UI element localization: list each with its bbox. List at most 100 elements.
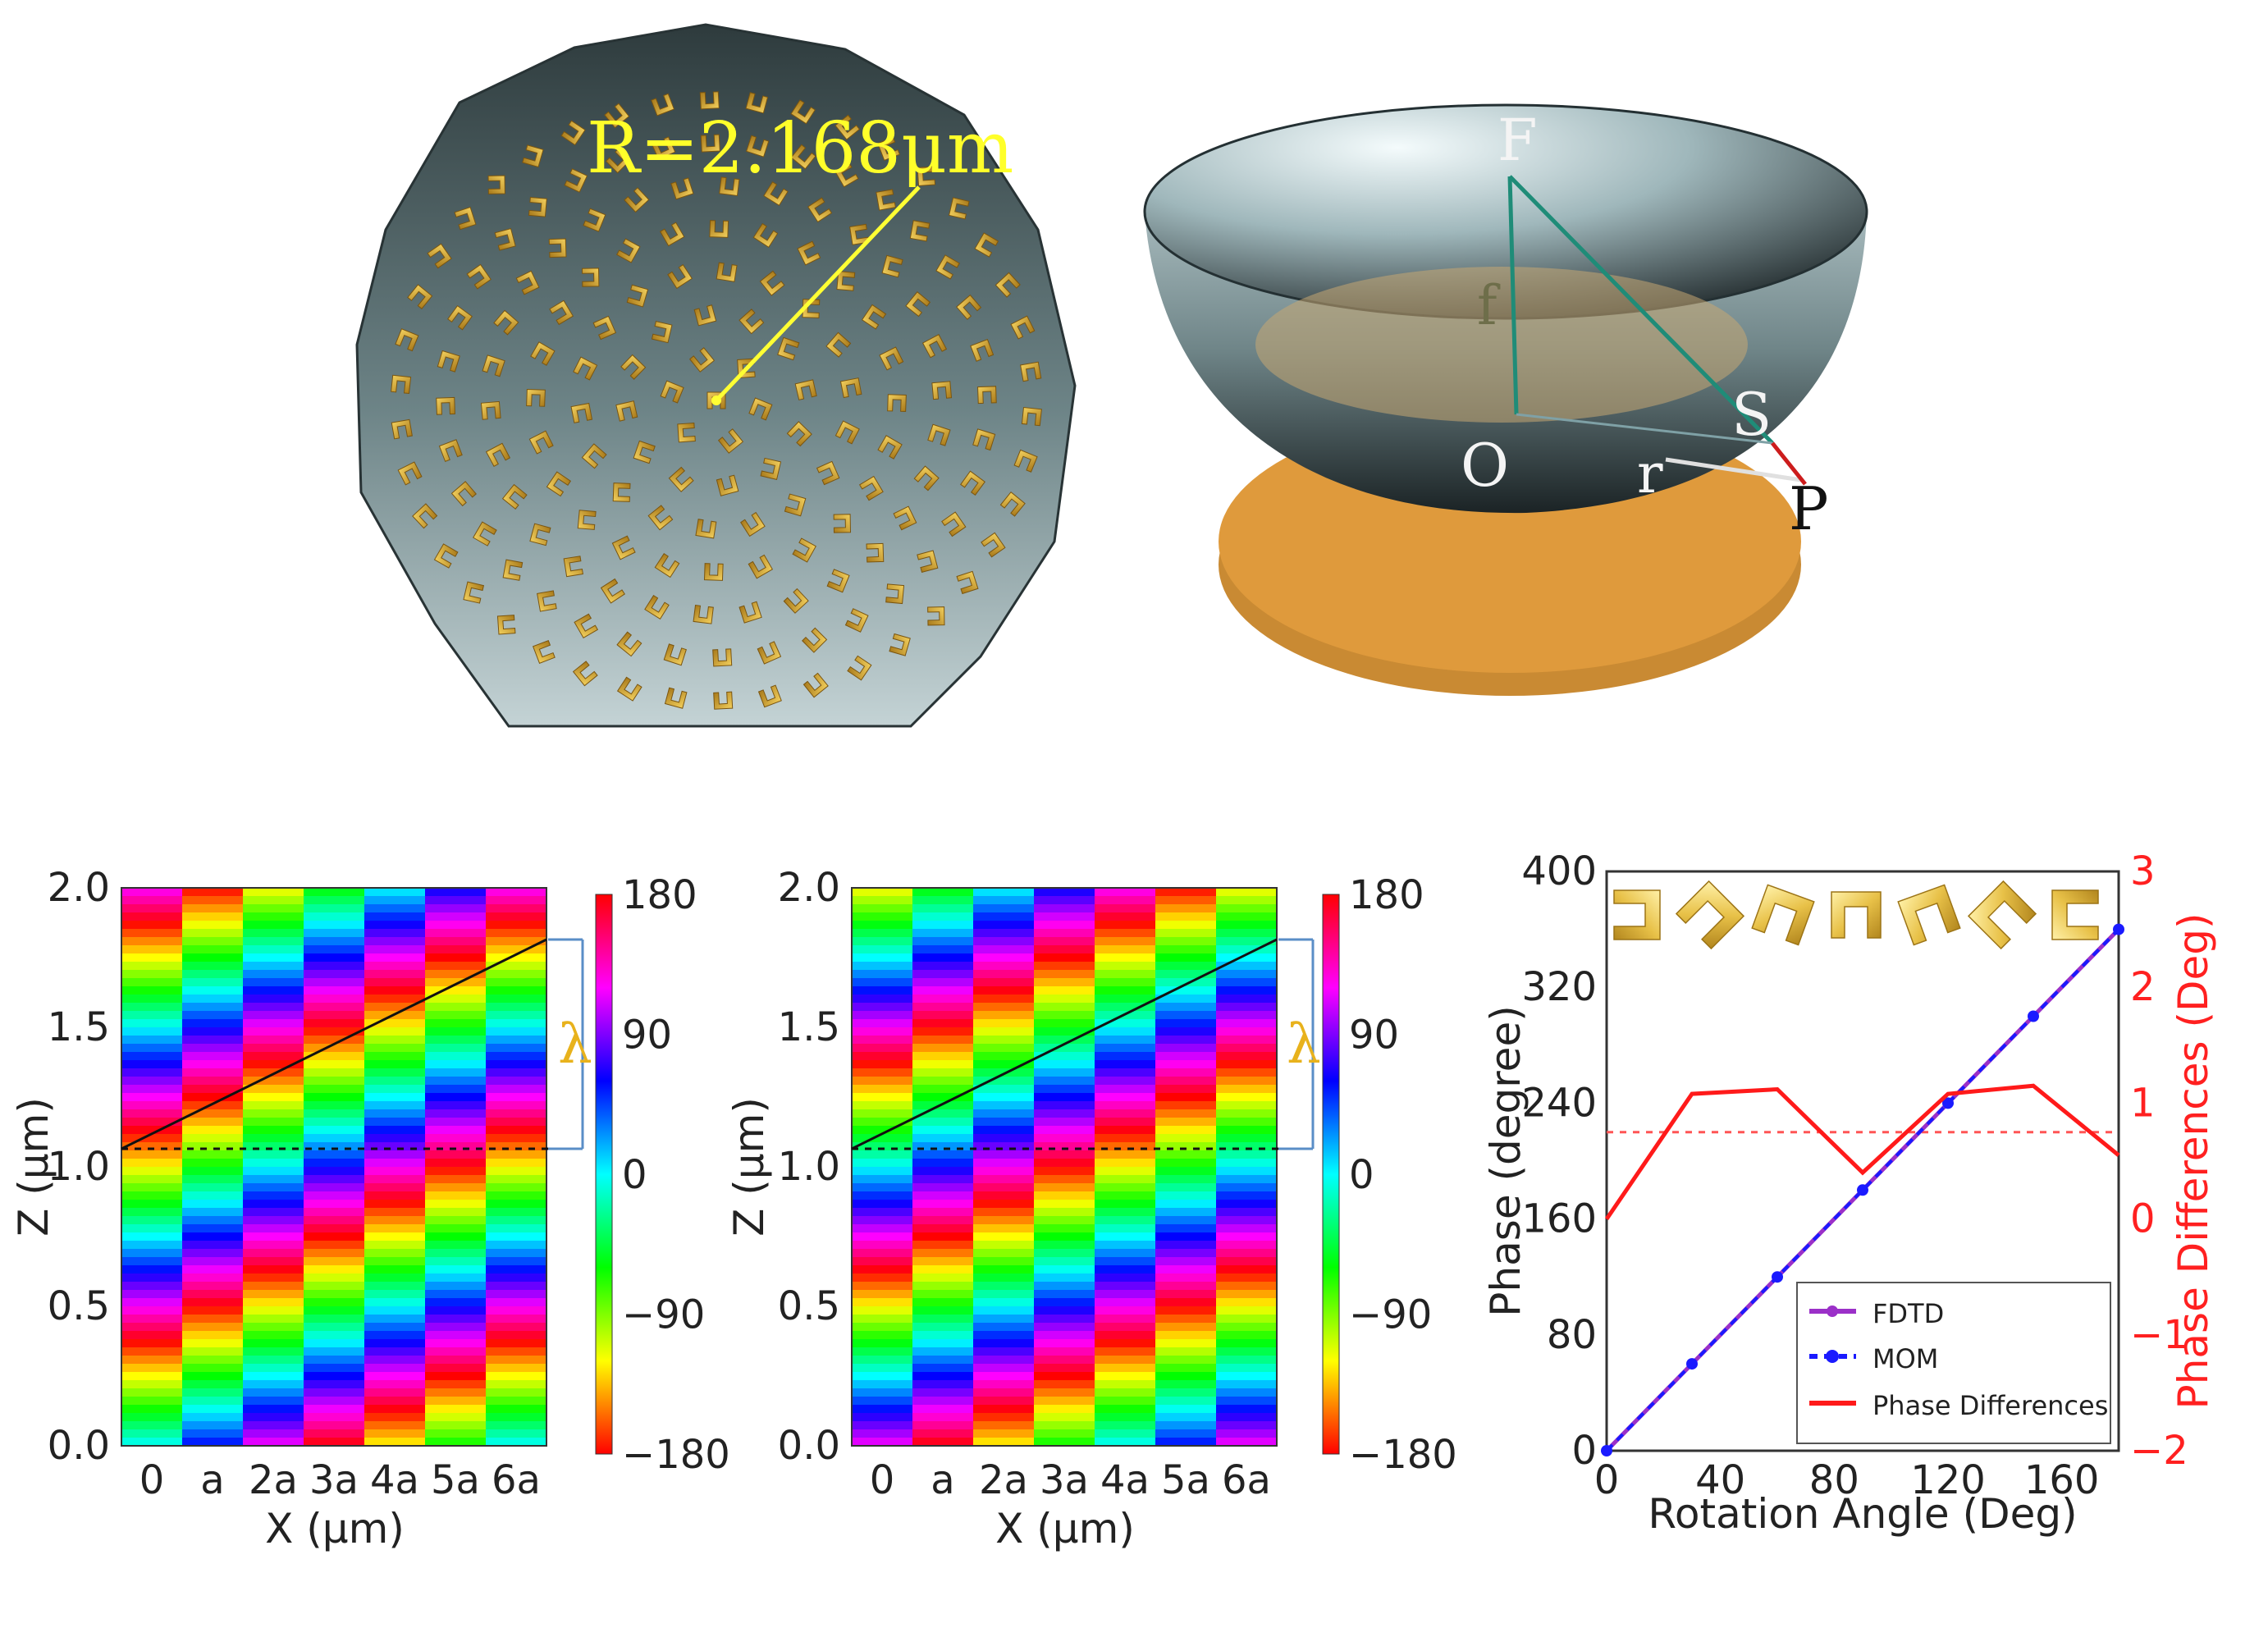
nano-antenna xyxy=(615,400,638,422)
phase-cell xyxy=(121,1060,183,1069)
phase-cell xyxy=(1095,1101,1156,1110)
nano-antenna xyxy=(647,505,674,531)
phase-cell xyxy=(1155,1397,1217,1406)
phase-cell xyxy=(1216,1315,1278,1324)
phase-cell xyxy=(1034,1003,1095,1012)
y2-tick-label: −2 xyxy=(2130,1428,2188,1474)
phase-cell xyxy=(243,1044,304,1053)
nano-antenna xyxy=(670,177,694,200)
phase-cell xyxy=(912,1208,974,1217)
phase-cell xyxy=(304,1068,365,1077)
nano-antenna xyxy=(522,144,544,168)
phase-cell xyxy=(486,1429,547,1438)
phase-cell xyxy=(182,1142,244,1151)
phase-cell xyxy=(973,1249,1035,1258)
phase-cell xyxy=(243,1101,304,1110)
phase-cell xyxy=(243,1429,304,1438)
phase-cell xyxy=(1216,1101,1278,1110)
radius-label: R=2.168μm xyxy=(587,107,1013,190)
phase-cell xyxy=(1216,1060,1278,1069)
phase-cell xyxy=(1155,1003,1217,1012)
phase-cell xyxy=(182,995,244,1004)
nano-antenna xyxy=(738,309,765,335)
phase-cell xyxy=(182,1241,244,1250)
phase-cell xyxy=(486,1257,547,1266)
phase-cell xyxy=(304,986,365,995)
phase-cell xyxy=(121,970,183,979)
phase-cell xyxy=(304,937,365,946)
phase-cell xyxy=(1216,1019,1278,1028)
phase-cell xyxy=(486,1052,547,1061)
phase-cell xyxy=(1216,1077,1278,1086)
phase-cell xyxy=(425,1298,487,1307)
phase-cell xyxy=(486,1364,547,1373)
phase-cell xyxy=(182,1011,244,1020)
phase-map-middle: λ 0.00.51.01.52.0 0 a 2a 3a 4a 5a 6a X (μm) Z … xyxy=(725,865,1457,1552)
phase-cell xyxy=(912,912,974,921)
y-tick-labels: 0 80 160 240 320 400 xyxy=(1521,848,1597,1474)
phase-cell xyxy=(425,1265,487,1274)
phase-cell xyxy=(486,1372,547,1381)
phase-cell xyxy=(121,904,183,913)
phase-cell xyxy=(182,1397,244,1406)
phase-cell xyxy=(1155,1134,1217,1143)
phase-cell xyxy=(1095,978,1156,987)
phase-cell xyxy=(304,1356,365,1365)
phase-cell xyxy=(852,1331,913,1340)
phase-cell xyxy=(852,1191,913,1200)
phase-cell xyxy=(364,912,426,921)
phase-cell xyxy=(364,1044,426,1053)
phase-cell xyxy=(1216,995,1278,1004)
phase-cell xyxy=(425,1438,487,1447)
phase-cell xyxy=(425,1150,487,1159)
x-tick-label: 0 xyxy=(870,1457,895,1503)
x-tick-label: 160 xyxy=(2024,1457,2100,1503)
phase-cell xyxy=(1155,978,1217,987)
phase-cell xyxy=(1095,1315,1156,1324)
phase-cell xyxy=(425,1347,487,1356)
phase-cell xyxy=(1216,1306,1278,1315)
nano-antenna xyxy=(816,460,840,486)
x-tick-label: 4a xyxy=(1100,1457,1150,1503)
phase-cell xyxy=(1034,1413,1095,1422)
nano-antenna xyxy=(790,144,816,170)
phase-cell xyxy=(1155,888,1217,897)
phase-cell xyxy=(243,1085,304,1094)
phase-cell xyxy=(425,1257,487,1266)
phase-cell xyxy=(852,1077,913,1086)
phase-cell xyxy=(1216,1438,1278,1447)
phase-cell xyxy=(121,912,183,921)
phase-cell xyxy=(1216,1044,1278,1053)
phase-cell xyxy=(912,1036,974,1045)
phase-cell xyxy=(243,1150,304,1159)
rotation-icons xyxy=(1613,880,2099,950)
phase-map-columns xyxy=(852,888,1278,1447)
label-f: f xyxy=(1477,274,1501,337)
phase-cell xyxy=(1216,1183,1278,1192)
phase-cell xyxy=(912,1257,974,1266)
nano-antenna xyxy=(784,493,807,517)
nano-antenna xyxy=(834,114,861,140)
phase-cell xyxy=(1216,1027,1278,1036)
phase-cell xyxy=(852,1372,913,1381)
phase-cell xyxy=(1155,1331,1217,1340)
phase-cell xyxy=(852,945,913,954)
phase-cell xyxy=(182,1339,244,1348)
phase-cell xyxy=(1216,1150,1278,1159)
phase-cell xyxy=(973,1011,1035,1020)
nano-antenna xyxy=(572,661,598,687)
phase-cell xyxy=(973,1257,1035,1266)
phase-cell xyxy=(182,1085,244,1094)
nano-antenna xyxy=(667,263,693,290)
phase-cell xyxy=(182,1331,244,1340)
phase-cell xyxy=(912,1142,974,1151)
phase-cell xyxy=(364,937,426,946)
phase-cell xyxy=(304,888,365,897)
phase-cell xyxy=(1095,1380,1156,1389)
nano-antenna xyxy=(564,168,588,193)
phase-cell xyxy=(973,1027,1035,1036)
phase-cell xyxy=(852,962,913,971)
phase-cell xyxy=(121,1315,183,1324)
phase-cell xyxy=(1155,1101,1217,1110)
phase-cell xyxy=(486,1290,547,1299)
